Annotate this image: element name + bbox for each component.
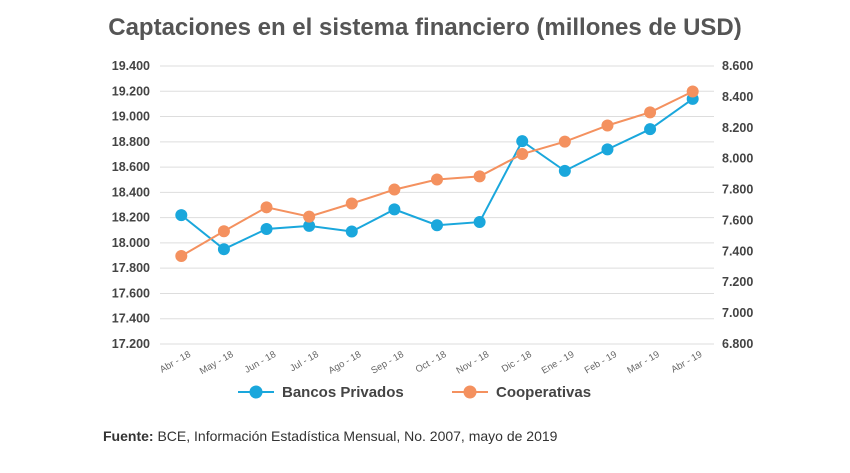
legend-marker [249,385,263,399]
x-tick-label: Abr - 18 [158,349,193,375]
legend-label: Bancos Privados [282,384,404,401]
data-point [431,219,443,232]
left-tick-label: 17.400 [112,312,150,326]
source-label: Fuente: [103,428,154,444]
data-point [473,170,486,183]
data-point [644,106,657,119]
right-tick-label: 8.000 [722,152,753,166]
data-point [388,203,401,216]
data-point [303,219,316,232]
right-tick-label: 8.600 [722,59,753,73]
left-tick-label: 18.000 [112,236,150,250]
left-tick-label: 19.200 [112,84,150,98]
left-tick-label: 17.200 [112,337,150,351]
x-axis-ticks: Abr - 18 May - 18 Jun - 18 Jul - 18 Ago - 18… [158,349,704,377]
right-tick-label: 7.200 [722,275,753,289]
source-text: BCE, Información Estadística Mensual, No… [157,428,558,444]
right-axis-ticks: 6.800 7.000 7.200 7.400 7.600 7.800 8.000 8.200… [722,59,753,351]
data-point [558,135,571,148]
right-tick-label: 6.800 [722,337,753,351]
x-tick-label: Jun - 18 [243,349,278,376]
data-point [558,164,571,177]
data-point [388,183,401,196]
right-tick-label: 7.800 [722,183,753,197]
right-tick-label: 7.400 [722,244,753,258]
left-tick-label: 17.600 [112,286,150,300]
data-point [345,225,358,238]
data-point [260,223,273,236]
data-point [217,225,230,238]
x-tick-label: Dic - 18 [500,349,534,375]
data-point [303,210,316,223]
right-tick-label: 8.200 [722,121,753,135]
legend: Bancos Privados Cooperativas [238,384,591,401]
data-point [175,249,188,262]
data-point [217,243,230,256]
data-point [686,85,699,98]
left-tick-label: 19.400 [112,59,150,73]
data-point [644,123,657,136]
data-point [431,173,443,186]
data-point [601,143,614,156]
right-tick-label: 8.400 [722,90,753,104]
data-point [473,216,486,229]
right-tick-label: 7.000 [722,306,753,320]
left-tick-label: 17.800 [112,261,150,275]
series-points [175,85,699,262]
legend-label: Cooperativas [496,384,591,401]
chart-title: Captaciones en el sistema financiero (mi… [108,14,742,41]
source-note: Fuente: BCE, Información Estadística Men… [103,428,557,444]
x-tick-label: Jul - 18 [288,349,320,374]
x-tick-label: Mar - 19 [625,349,661,376]
data-point [516,148,529,161]
left-tick-label: 18.600 [112,160,150,174]
x-tick-label: Feb - 19 [583,349,619,376]
x-tick-label: Ago - 18 [327,349,364,376]
left-tick-label: 19.000 [112,110,150,124]
left-tick-label: 18.400 [112,185,150,199]
data-point [516,135,529,148]
x-tick-label: Sep - 18 [369,349,406,376]
x-tick-label: Abr - 19 [669,349,704,375]
legend-marker [463,385,477,399]
x-tick-label: Ene - 19 [540,349,577,376]
data-point [175,209,188,222]
left-tick-label: 18.800 [112,135,150,149]
x-tick-label: Nov - 18 [455,349,492,376]
data-point [345,197,358,210]
x-tick-label: Oct - 18 [414,349,449,375]
left-axis-ticks: 17.200 17.400 17.600 17.800 18.000 18.200 18.4… [112,59,150,351]
gridlines [160,65,714,345]
right-tick-label: 7.600 [722,213,753,227]
left-tick-label: 18.200 [112,211,150,225]
x-tick-label: May - 18 [198,349,236,377]
data-point [260,201,273,214]
data-point [601,119,614,132]
